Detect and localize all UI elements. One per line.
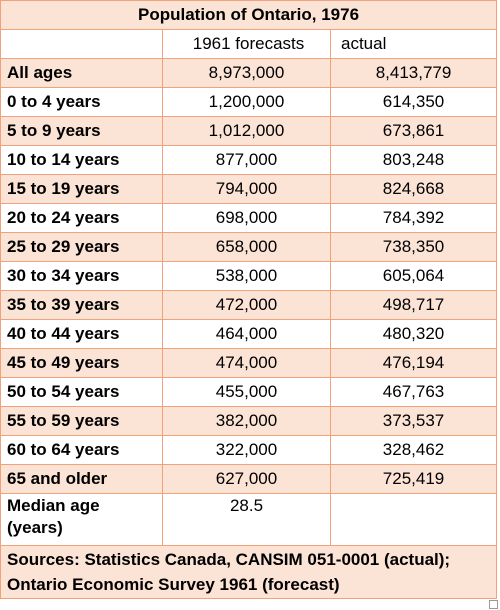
actual-value: 614,350 [329,87,498,117]
table-row: 20 to 24 years 698,000 784,392 [0,203,498,233]
actual-value: 725,419 [329,464,498,494]
actual-value: 673,861 [329,116,498,146]
actual-value: 738,350 [329,232,498,262]
table-row: 65 and older 627,000 725,419 [0,464,498,494]
actual-value: 605,064 [329,261,498,291]
header-cell-empty [0,29,163,59]
resize-handle[interactable] [489,600,498,609]
actual-value: 498,717 [329,290,498,320]
source-note: Sources: Statistics Canada, CANSIM 051-0… [0,545,498,599]
row-label: Median age (years) [0,493,163,546]
forecast-value: 538,000 [162,261,331,291]
row-label: 50 to 54 years [0,377,163,407]
forecast-value: 464,000 [162,319,331,349]
actual-value: 784,392 [329,203,498,233]
table-row: 0 to 4 years 1,200,000 614,350 [0,87,498,117]
actual-value: 373,537 [329,406,498,436]
row-label: 65 and older [0,464,163,494]
actual-value: 467,763 [329,377,498,407]
row-label: All ages [0,58,163,88]
row-label: 25 to 29 years [0,232,163,262]
actual-value: 8,413,779 [329,58,498,88]
row-label: 10 to 14 years [0,145,163,175]
table-title: Population of Ontario, 1976 [0,0,498,30]
forecast-value: 877,000 [162,145,331,175]
header-cell-forecasts: 1961 forecasts [162,29,331,59]
table-row: All ages 8,973,000 8,413,779 [0,58,498,88]
actual-value: 480,320 [329,319,498,349]
forecast-value: 455,000 [162,377,331,407]
table-row: 15 to 19 years 794,000 824,668 [0,174,498,204]
actual-value: 328,462 [329,435,498,465]
forecast-value: 658,000 [162,232,331,262]
table-row: 50 to 54 years 455,000 467,763 [0,377,498,407]
header-row: 1961 forecasts actual [0,29,498,59]
forecast-value: 382,000 [162,406,331,436]
population-table: Population of Ontario, 1976 1961 forecas… [0,0,498,599]
row-label: 20 to 24 years [0,203,163,233]
row-label: 45 to 49 years [0,348,163,378]
table-row: 55 to 59 years 382,000 373,537 [0,406,498,436]
row-label: 60 to 64 years [0,435,163,465]
row-label: 15 to 19 years [0,174,163,204]
actual-value: 803,248 [329,145,498,175]
table-row: 40 to 44 years 464,000 480,320 [0,319,498,349]
forecast-value: 1,012,000 [162,116,331,146]
row-label: 40 to 44 years [0,319,163,349]
forecast-value: 794,000 [162,174,331,204]
table-row: 30 to 34 years 538,000 605,064 [0,261,498,291]
row-label: 0 to 4 years [0,87,163,117]
header-cell-actual: actual [329,29,498,59]
actual-value: 824,668 [329,174,498,204]
actual-value: 476,194 [329,348,498,378]
forecast-value: 322,000 [162,435,331,465]
actual-value [329,493,498,546]
row-label: 55 to 59 years [0,406,163,436]
forecast-value: 1,200,000 [162,87,331,117]
table-row: 5 to 9 years 1,012,000 673,861 [0,116,498,146]
forecast-value: 472,000 [162,290,331,320]
forecast-value: 627,000 [162,464,331,494]
table-row: 25 to 29 years 658,000 738,350 [0,232,498,262]
forecast-value: 698,000 [162,203,331,233]
table-row: 45 to 49 years 474,000 476,194 [0,348,498,378]
table-row: 35 to 39 years 472,000 498,717 [0,290,498,320]
title-row: Population of Ontario, 1976 [0,0,498,30]
forecast-value: 28.5 [162,493,331,546]
table-row: Median age (years) 28.5 [0,493,498,546]
row-label: 30 to 34 years [0,261,163,291]
source-row: Sources: Statistics Canada, CANSIM 051-0… [0,545,498,599]
forecast-value: 474,000 [162,348,331,378]
row-label: 35 to 39 years [0,290,163,320]
forecast-value: 8,973,000 [162,58,331,88]
row-label: 5 to 9 years [0,116,163,146]
table-row: 10 to 14 years 877,000 803,248 [0,145,498,175]
table-row: 60 to 64 years 322,000 328,462 [0,435,498,465]
